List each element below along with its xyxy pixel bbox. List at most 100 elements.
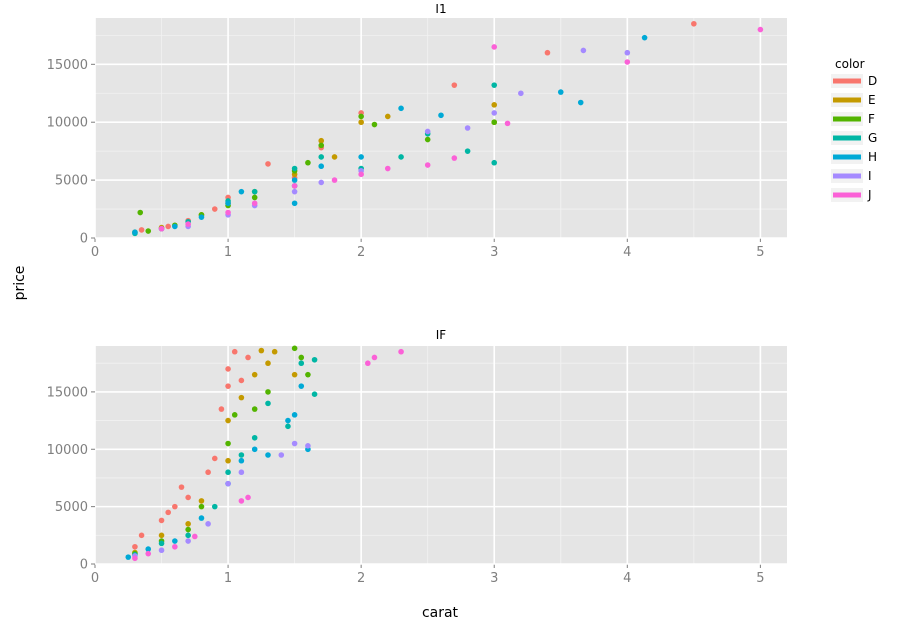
data-point <box>225 383 231 389</box>
x-tick-label: 1 <box>224 245 232 260</box>
data-point <box>265 452 271 458</box>
data-point <box>165 509 171 516</box>
data-point <box>172 538 178 544</box>
data-point <box>192 533 198 540</box>
data-point <box>185 532 191 539</box>
data-point <box>311 391 318 397</box>
data-point <box>491 44 498 50</box>
data-point <box>291 177 298 183</box>
data-point <box>225 480 231 487</box>
legend-label: F <box>868 112 875 126</box>
legend-label: I <box>868 169 872 183</box>
x-tick-label: 3 <box>490 245 498 260</box>
data-point <box>757 26 764 33</box>
data-point <box>291 345 298 352</box>
x-tick-label: 2 <box>357 245 365 260</box>
data-point <box>371 354 378 361</box>
data-point <box>265 400 271 407</box>
data-point <box>358 154 364 160</box>
data-point <box>172 223 178 230</box>
y-tick-label: 10000 <box>47 116 88 131</box>
data-point <box>205 521 211 527</box>
data-point <box>198 498 205 504</box>
data-point <box>331 177 338 183</box>
legend-title: color <box>835 57 865 71</box>
data-point <box>291 183 298 189</box>
y-tick-label: 5000 <box>55 500 88 515</box>
data-point <box>145 228 152 234</box>
data-point <box>238 394 245 401</box>
data-point <box>577 99 584 106</box>
data-point <box>305 443 311 449</box>
data-point <box>271 348 278 355</box>
data-point <box>198 503 205 510</box>
legend-entry-H: H <box>831 150 877 164</box>
data-point <box>158 532 165 539</box>
data-point <box>238 452 245 458</box>
data-point <box>165 223 171 230</box>
data-point <box>231 348 238 355</box>
data-point <box>132 229 138 236</box>
legend-swatch <box>833 173 861 179</box>
data-point <box>278 452 285 458</box>
data-point <box>464 148 471 154</box>
x-tick-label: 5 <box>756 245 764 260</box>
data-point <box>158 517 165 524</box>
data-point <box>691 20 697 27</box>
data-point <box>291 200 298 207</box>
data-point <box>251 371 258 378</box>
data-point <box>238 498 245 504</box>
legend-entry-J: J <box>831 188 872 202</box>
facet-title: I1 <box>435 2 446 16</box>
facet-panel-i1: I1 0 1 2 3 4 5 0 5000 10000 15000 <box>47 2 787 260</box>
data-point <box>398 348 404 355</box>
data-point <box>318 137 325 144</box>
series-J <box>158 26 764 232</box>
data-point <box>424 136 431 143</box>
data-point <box>331 154 338 160</box>
data-point <box>158 225 165 232</box>
data-point <box>504 120 511 127</box>
facet-panel-if: IF 0 1 2 3 4 5 0 5000 10000 15000 <box>47 328 787 586</box>
legend-swatch <box>833 116 861 122</box>
legend-label: H <box>868 150 877 164</box>
data-point <box>371 121 378 128</box>
legend-label: D <box>868 74 877 88</box>
series-D <box>132 348 251 550</box>
data-point <box>251 446 258 453</box>
legend-entry-E: E <box>831 93 876 107</box>
y-tick-label: 5000 <box>55 174 88 189</box>
data-point <box>185 494 191 501</box>
legend-entry-G: G <box>831 131 877 145</box>
data-point <box>185 526 191 533</box>
data-point <box>205 469 211 476</box>
data-point <box>258 347 265 354</box>
series-G <box>132 356 318 558</box>
data-point <box>580 47 587 54</box>
data-point <box>238 377 245 384</box>
series-H <box>132 34 648 236</box>
data-point <box>172 503 178 510</box>
data-point <box>245 354 251 361</box>
y-tick-label: 0 <box>80 232 88 247</box>
data-point <box>624 59 631 65</box>
data-point <box>211 503 218 510</box>
data-point <box>305 371 311 378</box>
y-axis-label: price <box>12 266 28 301</box>
data-point <box>491 102 498 108</box>
data-point <box>172 543 178 550</box>
data-point <box>251 200 258 207</box>
data-point <box>311 356 318 363</box>
data-point <box>225 469 231 476</box>
data-point <box>491 82 498 88</box>
data-point <box>305 159 311 166</box>
data-point <box>291 440 298 447</box>
data-point <box>225 209 231 216</box>
data-point <box>265 360 271 367</box>
data-point <box>438 112 444 119</box>
data-point <box>218 406 225 412</box>
data-point <box>464 125 471 131</box>
data-point <box>298 360 305 367</box>
data-point <box>624 49 631 56</box>
data-point <box>384 113 391 120</box>
